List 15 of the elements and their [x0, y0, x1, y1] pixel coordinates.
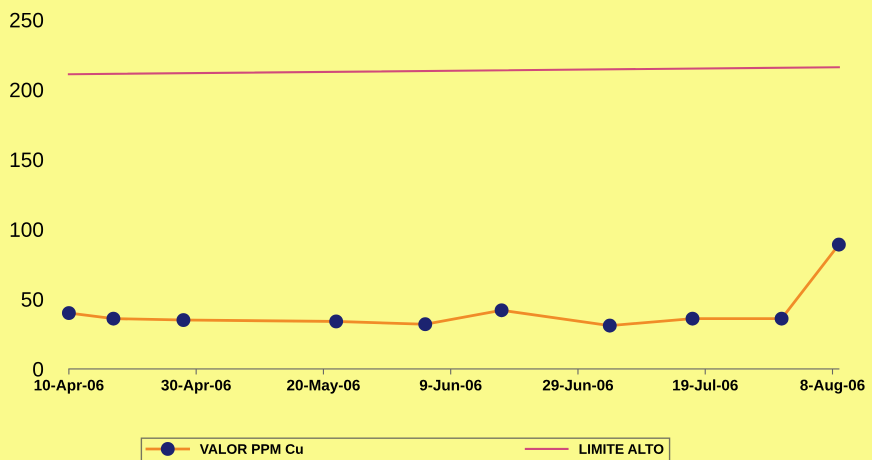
- y-tick-label: 100: [10, 222, 44, 238]
- y-tick-label: 0: [33, 362, 44, 377]
- y-tick-label: 50: [22, 292, 44, 307]
- y-tick-label: 150: [10, 152, 44, 168]
- x-tick-label: 10-Apr-06: [34, 380, 104, 394]
- x-tick-label: 19-Jul-06: [673, 379, 738, 391]
- y-tick-label: 250: [10, 12, 44, 28]
- y-tick-label: 200: [10, 82, 44, 98]
- x-tick-label: 20-May-06: [287, 380, 360, 394]
- legend-label: VALOR PPM Cu: [200, 444, 303, 454]
- x-tick-label: 29-Jun-06: [542, 380, 614, 391]
- x-tick-label: 9-Jun-06: [420, 380, 482, 391]
- x-tick-label: 30-Apr-06: [161, 380, 231, 394]
- x-tick-label: 8-Aug-06: [800, 380, 865, 394]
- legend-label: LIMITE ALTO: [580, 444, 664, 454]
